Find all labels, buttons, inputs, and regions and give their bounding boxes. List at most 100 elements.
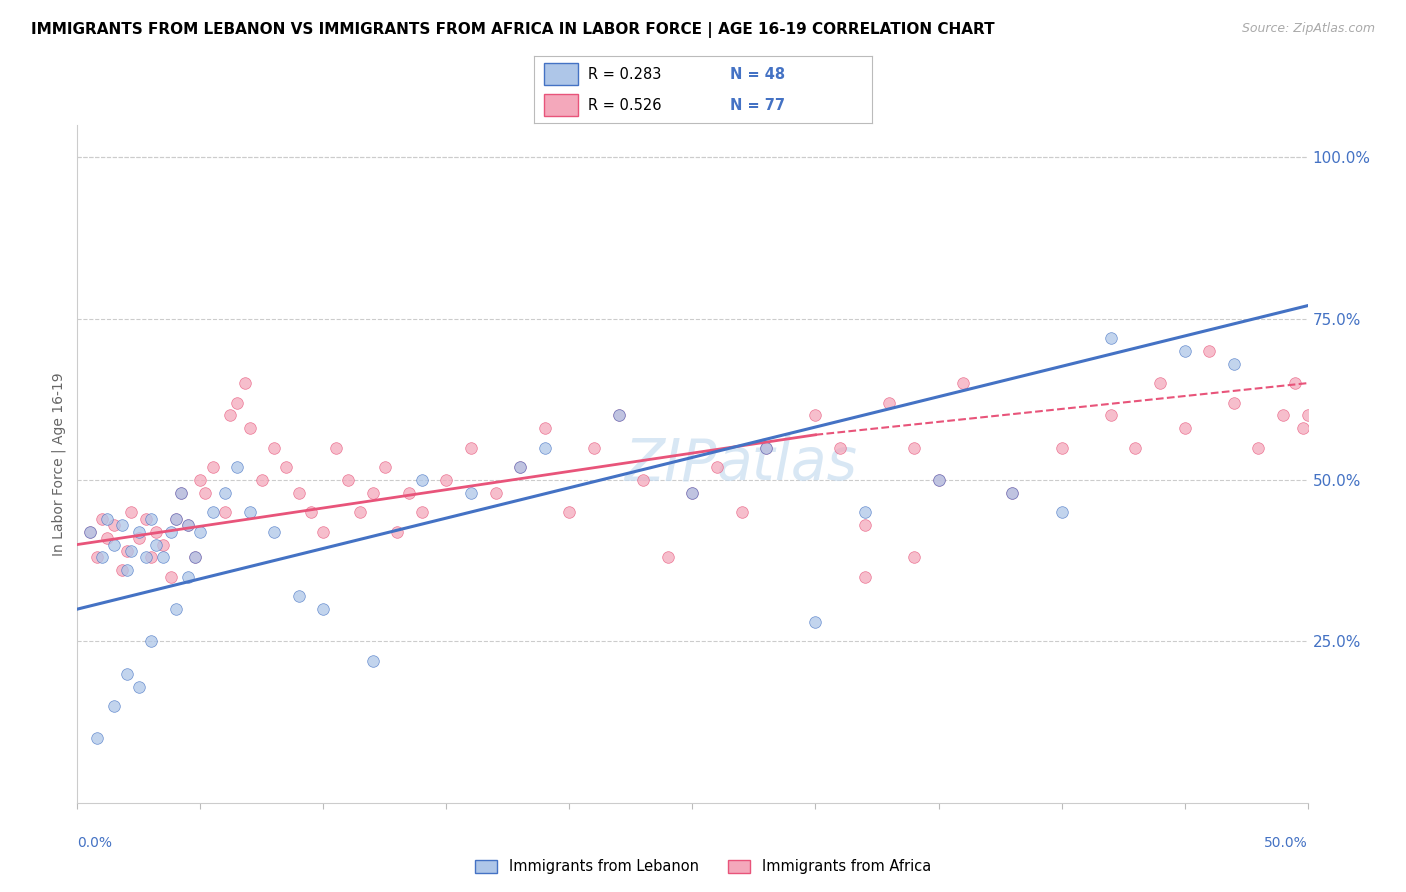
Y-axis label: In Labor Force | Age 16-19: In Labor Force | Age 16-19 (52, 372, 66, 556)
Point (90, 550, 114, 565)
Text: 0.0%: 0.0% (77, 836, 112, 850)
Point (135, 512, 157, 526)
Point (436, 473, 458, 487)
Point (177, 570, 200, 584)
Point (103, 698, 125, 713)
Point (853, 570, 876, 584)
Point (903, 550, 925, 565)
Point (121, 505, 143, 519)
Point (201, 505, 224, 519)
Point (170, 486, 193, 500)
Point (361, 486, 384, 500)
Point (165, 512, 187, 526)
Point (460, 486, 482, 500)
Text: atlas: atlas (717, 435, 858, 492)
Point (387, 524, 409, 539)
Text: N = 48: N = 48 (730, 67, 785, 82)
Point (160, 570, 183, 584)
Point (1309, 395, 1331, 409)
Point (250, 473, 273, 487)
Point (79, 524, 101, 539)
Point (86, 550, 108, 565)
Point (201, 460, 224, 475)
Point (1296, 409, 1319, 423)
Text: R = 0.283: R = 0.283 (588, 67, 662, 82)
Point (96, 512, 118, 526)
Point (96, 531, 118, 545)
Point (853, 518, 876, 533)
Point (312, 524, 335, 539)
Point (115, 666, 138, 681)
Point (79, 524, 101, 539)
Point (1149, 376, 1171, 391)
Point (165, 512, 187, 526)
Point (312, 602, 335, 616)
Text: R = 0.526: R = 0.526 (588, 97, 662, 112)
Point (1292, 421, 1315, 435)
Point (928, 473, 950, 487)
Point (804, 409, 827, 423)
Point (190, 473, 212, 487)
Point (263, 441, 285, 455)
Point (128, 680, 150, 694)
Point (165, 602, 187, 616)
Point (288, 486, 311, 500)
Point (103, 537, 125, 551)
Point (276, 460, 298, 475)
Point (115, 544, 138, 558)
Point (633, 473, 655, 487)
Point (152, 550, 174, 565)
Point (607, 409, 630, 423)
Point (1223, 395, 1246, 409)
Point (337, 473, 360, 487)
Point (239, 505, 262, 519)
Point (411, 505, 433, 519)
Point (558, 505, 581, 519)
Point (879, 395, 901, 409)
Point (903, 441, 925, 455)
Point (111, 518, 132, 533)
Point (1247, 441, 1270, 455)
Point (1284, 376, 1306, 391)
Point (128, 531, 150, 545)
Point (1198, 343, 1220, 358)
Point (485, 486, 508, 500)
Point (103, 518, 125, 533)
Point (86, 731, 108, 746)
Text: ZIP: ZIP (624, 435, 717, 492)
Point (190, 524, 212, 539)
Point (226, 460, 249, 475)
Point (731, 505, 754, 519)
Text: 50.0%: 50.0% (1264, 836, 1308, 850)
Point (177, 518, 200, 533)
Legend: Immigrants from Lebanon, Immigrants from Africa: Immigrants from Lebanon, Immigrants from… (470, 854, 936, 880)
Point (1001, 486, 1024, 500)
Text: Source: ZipAtlas.com: Source: ZipAtlas.com (1241, 22, 1375, 36)
Point (170, 486, 193, 500)
Point (1050, 441, 1073, 455)
Point (460, 441, 482, 455)
Point (509, 460, 531, 475)
Point (830, 441, 852, 455)
Point (90, 512, 114, 526)
Point (1099, 331, 1122, 345)
Point (1174, 421, 1197, 435)
Point (288, 589, 311, 603)
Point (145, 537, 167, 551)
Point (349, 505, 371, 519)
Point (184, 550, 207, 565)
Point (706, 460, 728, 475)
Point (1272, 409, 1295, 423)
Point (263, 524, 285, 539)
Point (1050, 505, 1073, 519)
Point (160, 524, 183, 539)
Point (1174, 343, 1197, 358)
Point (233, 376, 256, 391)
FancyBboxPatch shape (544, 63, 578, 85)
Point (607, 409, 630, 423)
Point (361, 654, 384, 668)
Point (115, 563, 138, 577)
Point (952, 376, 974, 391)
Point (299, 505, 322, 519)
Point (325, 441, 347, 455)
